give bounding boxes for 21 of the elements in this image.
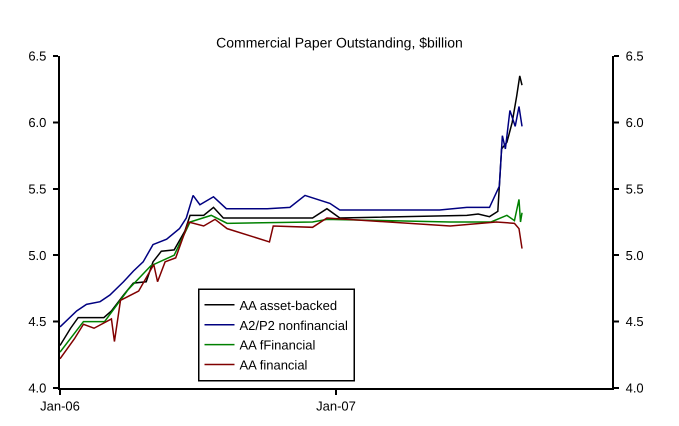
y2-tick-label: 5.5 <box>626 181 644 196</box>
legend-label: A2/P2 nonfinancial <box>240 318 348 333</box>
y2-tick-label: 5.0 <box>626 248 644 263</box>
y-tick-label: 5.5 <box>28 181 46 196</box>
legend-label: AA asset-backed <box>240 298 338 313</box>
x-tick-label: Jan-07 <box>316 398 356 414</box>
y-tick-label: 6.0 <box>28 114 46 130</box>
y2-tick-label: 4.5 <box>626 314 644 330</box>
y-tick-label: 4.5 <box>28 314 46 330</box>
y2-tick-label: 6.5 <box>626 48 644 64</box>
y-tick-label: 4.0 <box>28 380 46 396</box>
legend-label: AA financial <box>240 358 308 373</box>
y-tick-label: 6.5 <box>28 48 46 64</box>
legend-label: AA fFinancial <box>240 338 316 353</box>
line-series <box>60 198 523 353</box>
y-tick-label: 5.0 <box>28 248 46 263</box>
y2-tick-label: 6.0 <box>626 114 644 130</box>
line-series <box>60 217 523 360</box>
x-tick-label: Jan-06 <box>40 398 80 414</box>
y2-tick-label: 4.0 <box>626 380 644 396</box>
chart-title: Commercial Paper Outstanding, $billion <box>216 34 463 50</box>
